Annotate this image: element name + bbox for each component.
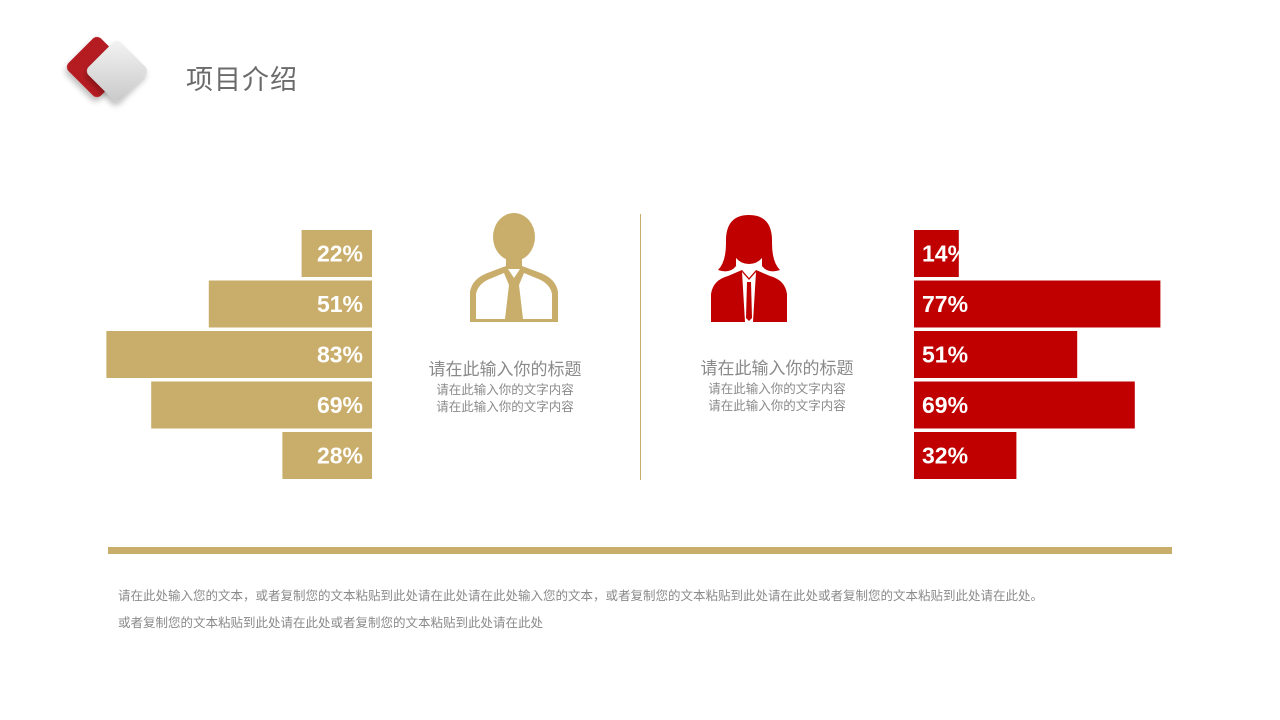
right-person-text: 请在此输入你的标题 请在此输入你的文字内容 请在此输入你的文字内容 bbox=[667, 358, 887, 414]
left-person-desc-line1: 请在此输入你的文字内容 bbox=[436, 382, 574, 397]
footer-line-1: 请在此处输入您的文本，或者复制您的文本粘贴到此处请在此处请在此处输入您的文本，或… bbox=[118, 588, 1044, 603]
left-bar-label-3: 83% bbox=[317, 342, 363, 368]
page-title: 项目介绍 bbox=[186, 65, 298, 96]
footer-line-2: 或者复制您的文本粘贴到此处请在此处或者复制您的文本粘贴到此处请在此处 bbox=[118, 615, 544, 630]
horizontal-divider bbox=[108, 547, 1172, 554]
left-bar-2 bbox=[208, 280, 372, 328]
right-person-desc-line1: 请在此输入你的文字内容 bbox=[708, 381, 846, 396]
left-bar-label-1: 22% bbox=[317, 241, 363, 267]
right-bar-label-2: 77% bbox=[922, 291, 968, 317]
right-bar-label-3: 51% bbox=[922, 342, 968, 368]
vertical-divider bbox=[640, 214, 641, 480]
right-person-desc-line2: 请在此输入你的文字内容 bbox=[708, 398, 846, 413]
right-bar-4 bbox=[914, 381, 1135, 429]
left-bar-series: 22% 51% 83% 69% 28% bbox=[106, 230, 373, 479]
right-bar-label-1: 14% bbox=[922, 241, 968, 267]
right-bar-label-4: 69% bbox=[922, 392, 968, 418]
left-bar-4 bbox=[151, 381, 372, 429]
left-bar-5 bbox=[282, 432, 372, 479]
left-bar-label-2: 51% bbox=[317, 291, 363, 317]
right-bar-2 bbox=[914, 280, 1161, 328]
right-bar-label-5: 32% bbox=[922, 443, 968, 469]
right-bar-1 bbox=[914, 230, 959, 277]
left-bar-1 bbox=[301, 230, 372, 277]
right-bar-series: 14% 77% 51% 69% 32% bbox=[914, 230, 1161, 479]
man-with-tie-icon bbox=[470, 213, 558, 322]
left-bar-label-4: 69% bbox=[317, 392, 363, 418]
left-bar-label-5: 28% bbox=[317, 443, 363, 469]
left-person-title: 请在此输入你的标题 bbox=[428, 360, 582, 380]
footer-text: 请在此处输入您的文本，或者复制您的文本粘贴到此处请在此处请在此处输入您的文本，或… bbox=[118, 582, 1178, 636]
woman-icon bbox=[711, 215, 787, 322]
left-person-desc-line2: 请在此输入你的文字内容 bbox=[436, 399, 574, 414]
right-person-title: 请在此输入你的标题 bbox=[700, 359, 854, 379]
diamond-logo-icon bbox=[66, 36, 148, 102]
left-bar-3 bbox=[106, 331, 373, 378]
right-bar-3 bbox=[914, 331, 1078, 378]
right-bar-5 bbox=[914, 432, 1017, 479]
left-person-text: 请在此输入你的标题 请在此输入你的文字内容 请在此输入你的文字内容 bbox=[395, 359, 615, 415]
